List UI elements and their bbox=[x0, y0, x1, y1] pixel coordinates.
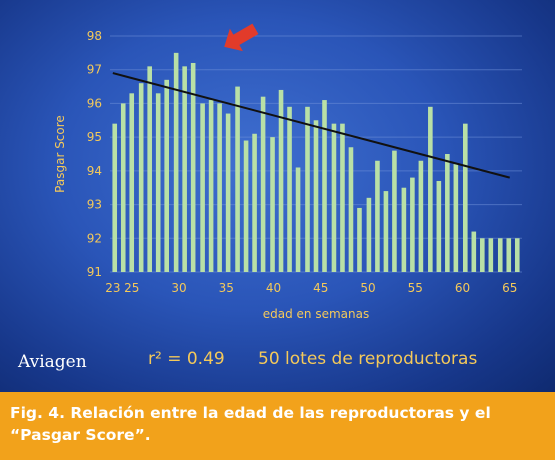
bar bbox=[243, 140, 249, 272]
bar-chart: 91 92 93 94 95 96 97 98 23 25 30 35 40 45 50 55 60 65 Pa… bbox=[53, 23, 522, 321]
bar bbox=[506, 238, 512, 272]
bar bbox=[200, 103, 205, 272]
bar bbox=[173, 52, 179, 272]
bar bbox=[445, 154, 450, 272]
chart-slide bbox=[0, 0, 555, 392]
bar bbox=[305, 106, 310, 272]
x-tick-label: 40 bbox=[266, 281, 281, 295]
y-tick-label: 92 bbox=[87, 231, 102, 245]
bar bbox=[120, 103, 126, 272]
y-tick-label: 91 bbox=[87, 265, 102, 279]
bar bbox=[182, 66, 187, 272]
r-squared-label: r² = 0.49 bbox=[148, 349, 225, 369]
y-axis-label: Pasgar Score bbox=[53, 115, 67, 193]
bar bbox=[488, 238, 494, 272]
bars bbox=[112, 52, 520, 273]
figure-caption: Fig. 4. Relación entre la edad de las re… bbox=[10, 404, 491, 444]
y-tick-label: 94 bbox=[87, 164, 102, 178]
bar bbox=[375, 160, 380, 272]
bar bbox=[410, 177, 415, 272]
bar bbox=[322, 100, 327, 272]
bar bbox=[129, 93, 135, 272]
bar bbox=[463, 123, 468, 273]
x-tick-label: 65 bbox=[502, 281, 517, 295]
x-tick-label: 35 bbox=[219, 281, 234, 295]
bar bbox=[147, 66, 152, 272]
lots-label: 50 lotes de reproductoras bbox=[258, 349, 478, 369]
bar bbox=[366, 197, 372, 272]
bar bbox=[514, 238, 520, 272]
bar bbox=[217, 103, 222, 272]
bar bbox=[331, 123, 337, 273]
x-tick-label: 55 bbox=[408, 281, 423, 295]
y-tick-label: 98 bbox=[87, 29, 102, 43]
bar bbox=[497, 238, 503, 272]
bar bbox=[278, 89, 284, 272]
bar bbox=[164, 79, 169, 272]
y-tick-label: 97 bbox=[87, 63, 102, 77]
bar bbox=[357, 207, 362, 272]
bar bbox=[295, 167, 301, 272]
bar bbox=[208, 100, 214, 272]
bar bbox=[348, 147, 354, 272]
bar bbox=[340, 123, 345, 273]
red-arrow-annotation bbox=[224, 23, 259, 52]
bar bbox=[225, 113, 231, 273]
bar bbox=[155, 93, 161, 272]
x-tick-label: 30 bbox=[171, 281, 186, 295]
bar bbox=[260, 96, 266, 272]
aviagen-logo: Aviagen bbox=[18, 352, 87, 372]
bar bbox=[401, 187, 407, 272]
bar bbox=[436, 180, 442, 272]
bar bbox=[252, 133, 257, 272]
bar bbox=[287, 106, 292, 272]
bar bbox=[383, 191, 389, 272]
bar bbox=[190, 62, 196, 272]
trend-line bbox=[112, 72, 510, 179]
bar bbox=[480, 238, 485, 272]
y-tick-label: 95 bbox=[87, 130, 102, 144]
x-axis-label: edad en semanas bbox=[263, 307, 369, 321]
arrow-shape bbox=[224, 23, 259, 52]
bar bbox=[428, 106, 433, 272]
bar bbox=[453, 164, 459, 272]
x-tick-label: 60 bbox=[455, 281, 470, 295]
y-tick-label: 96 bbox=[87, 96, 102, 110]
bar bbox=[471, 231, 477, 272]
bar bbox=[270, 137, 275, 272]
bar bbox=[392, 150, 397, 272]
bar bbox=[313, 120, 319, 273]
bar bbox=[138, 83, 144, 272]
y-tick-label: 93 bbox=[87, 198, 102, 212]
bar bbox=[112, 123, 118, 273]
y-tick-labels: 91 92 93 94 95 96 97 98 bbox=[87, 29, 102, 279]
x-tick-labels: 23 25 30 35 40 45 50 55 60 65 bbox=[105, 281, 517, 295]
bar bbox=[418, 160, 424, 272]
x-tick-label: 50 bbox=[360, 281, 375, 295]
x-tick-label: 45 bbox=[313, 281, 328, 295]
bar bbox=[235, 86, 240, 272]
x-tick-label: 25 bbox=[124, 281, 139, 295]
x-tick-label: 23 bbox=[105, 281, 120, 295]
